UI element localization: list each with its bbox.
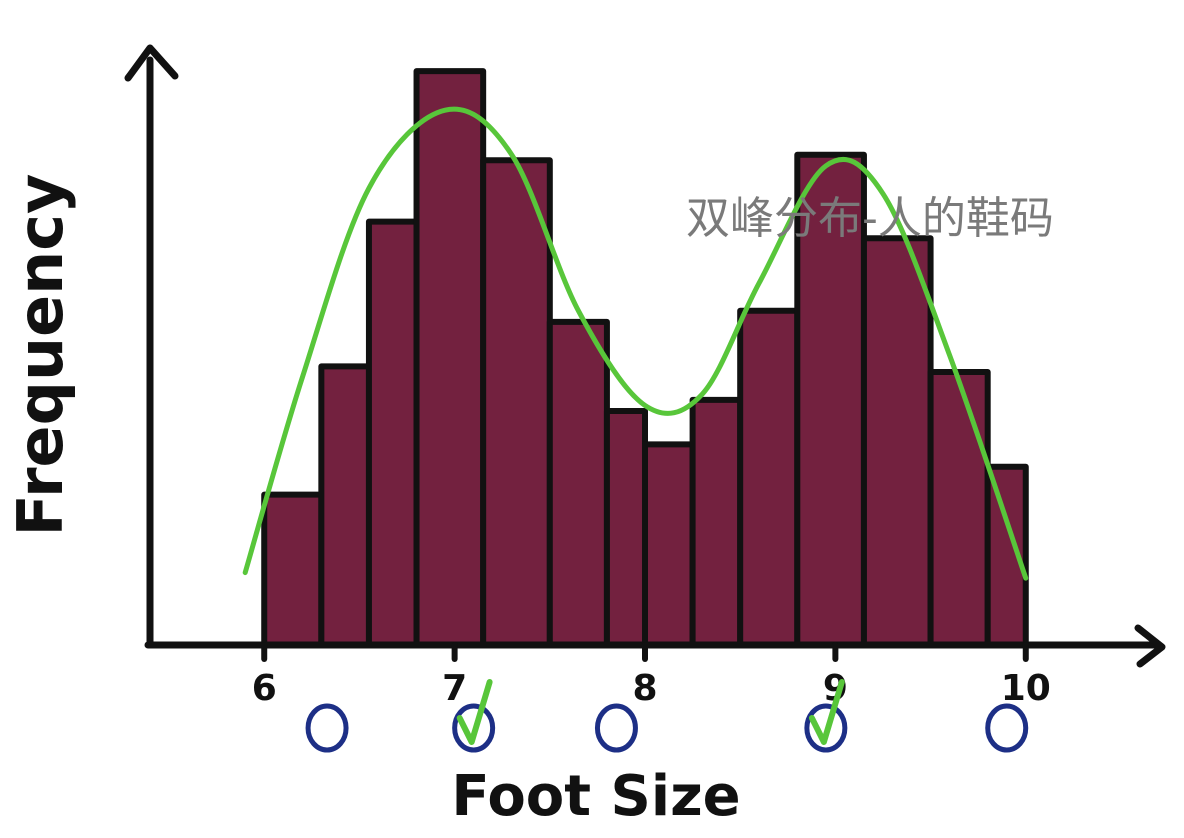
histogram-bar-2 <box>318 363 372 648</box>
histogram-bar-6 <box>546 318 610 648</box>
histogram-bar-3 <box>365 218 420 648</box>
curve-layer <box>242 106 1029 581</box>
histogram-bar-5 <box>480 157 553 649</box>
y-axis-arrowhead <box>124 44 179 82</box>
histogram-bar-1 <box>261 491 325 649</box>
x-tick-label-8: 8 <box>632 668 657 709</box>
y-axis-label: Frequency <box>4 174 77 537</box>
circle-marker-1 <box>305 703 349 753</box>
histogram-bar-10 <box>737 307 801 648</box>
histogram-bar-4 <box>413 68 487 648</box>
check-mark-2 <box>456 679 493 745</box>
distribution-curve <box>242 106 1029 581</box>
bars-layer <box>261 68 1029 649</box>
x-tick-label-6: 6 <box>252 668 277 709</box>
check-mark-4 <box>808 679 845 745</box>
histogram-bar-12 <box>860 235 934 649</box>
chart-caption: 双峰分布-人的鞋码 <box>686 193 1054 244</box>
x-axis-arrowhead <box>1134 624 1166 668</box>
x-tick-label-10: 10 <box>1001 668 1051 709</box>
histogram-bar-7 <box>603 408 649 648</box>
circle-marker-3 <box>594 703 638 753</box>
axes-layer <box>124 44 1166 668</box>
x-axis-label: Foot Size <box>451 764 740 829</box>
circle-marker-5 <box>985 703 1029 753</box>
circle-marker-2 <box>452 703 496 753</box>
histogram-bar-9 <box>689 396 744 648</box>
histogram-bar-13 <box>927 369 991 648</box>
histogram-bar-8 <box>642 441 696 648</box>
ticks-layer: 6 7 8 9 10 <box>252 642 1051 709</box>
markers-layer <box>305 679 1029 753</box>
circle-marker-4 <box>804 703 848 753</box>
x-tick-label-7: 7 <box>442 668 467 709</box>
